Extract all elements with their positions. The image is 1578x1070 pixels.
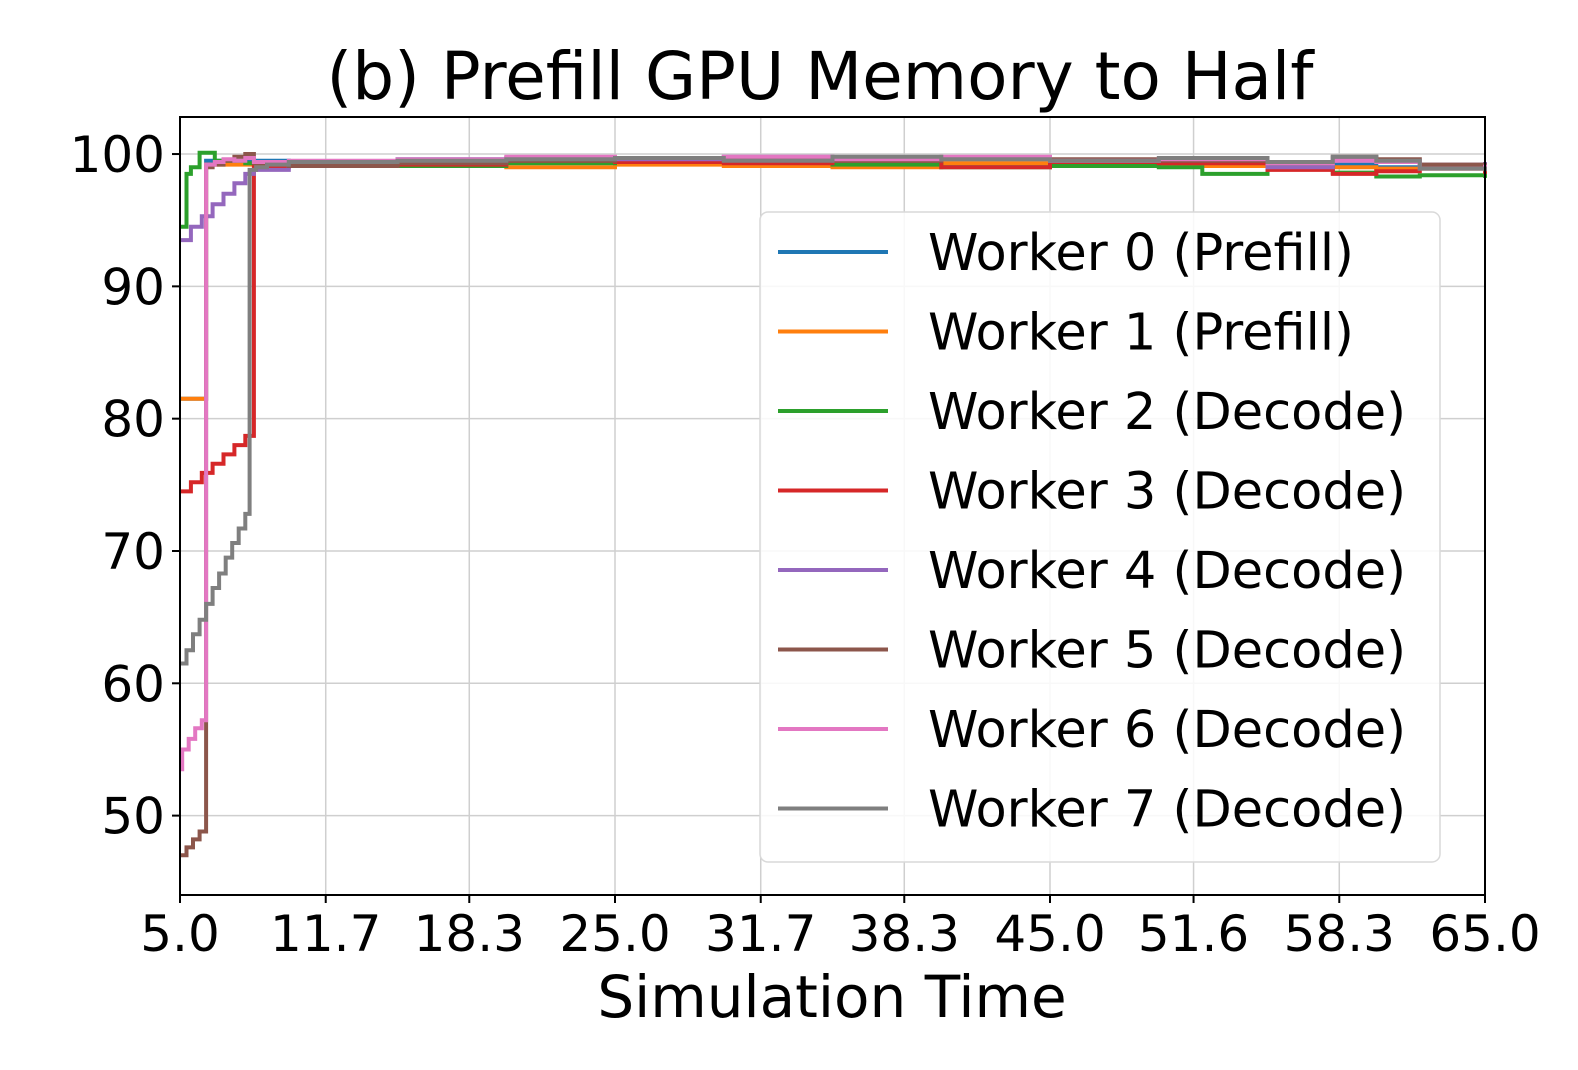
plot-frame [179,116,1486,896]
x-tick-label: 5.0 [140,905,220,963]
legend-label: Worker 1 (Prefill) [928,304,1354,363]
x-tick-label: 11.7 [270,905,381,963]
axis-ticks: 5.0 11.7 18.3 25.0 31.7 38.3 45.0 51.6 58.3 65.0 5… [70,126,1541,963]
legend-label: Worker 0 (Prefill) [928,224,1354,283]
x-tick-label: 65.0 [1429,905,1540,963]
legend: Worker 0 (Prefill) Worker 1 (Prefill) Work… [759,211,1441,863]
y-tick-label: 70 [101,523,165,581]
legend-label: Worker 6 (Decode) [928,701,1406,760]
x-tick-label: 58.3 [1284,905,1395,963]
x-tick-label: 38.3 [849,905,960,963]
legend-label: Worker 3 (Decode) [928,463,1406,522]
legend-label: Worker 4 (Decode) [928,542,1406,601]
legend-box [759,211,1441,863]
y-tick-label: 60 [101,655,165,713]
x-tick-label: 45.0 [994,905,1105,963]
legend-label: Worker 5 (Decode) [928,622,1406,681]
x-tick-label: 51.6 [1138,905,1249,963]
x-tick-label: 31.7 [705,905,816,963]
x-tick-label: 25.0 [559,905,670,963]
legend-label: Worker 2 (Decode) [928,383,1406,442]
chart-title: (b) Prefill GPU Memory to Half [326,38,1315,115]
legend-label: Worker 7 (Decode) [928,781,1406,840]
series-line-worker-7 [180,154,1487,666]
y-tick-label: 80 [101,391,165,449]
y-tick-label: 100 [70,126,165,184]
y-tick-label: 50 [101,788,165,846]
plot-area [180,150,1487,858]
x-tick-label: 18.3 [414,905,525,963]
x-axis-label: Simulation Time [597,963,1066,1031]
y-tick-label: 90 [101,258,165,316]
